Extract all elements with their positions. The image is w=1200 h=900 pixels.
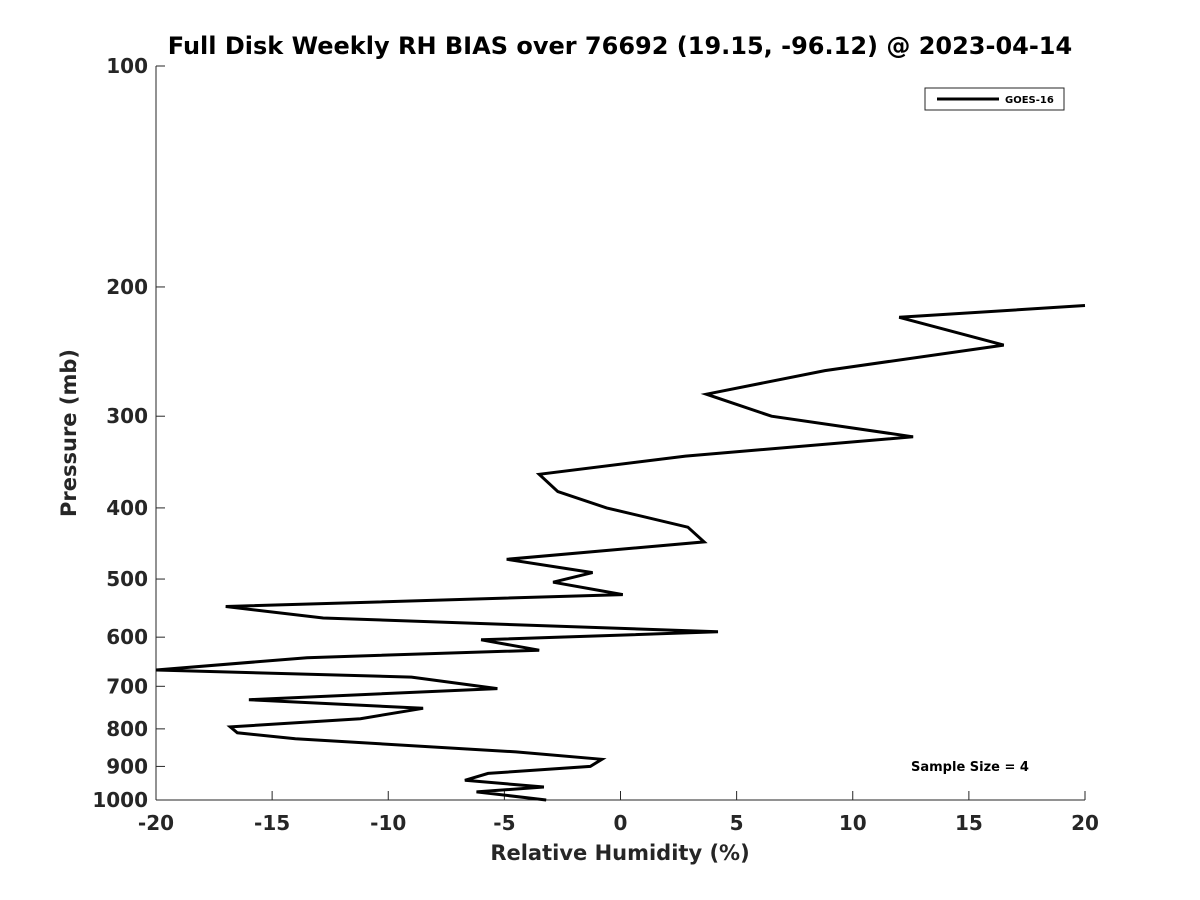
y-tick-label: 300 [106, 404, 148, 428]
series-line-goes-16 [155, 304, 1086, 802]
x-tick-label: 20 [1071, 811, 1099, 835]
y-tick-label: 800 [106, 717, 148, 741]
chart-title: Full Disk Weekly RH BIAS over 76692 (19.… [168, 32, 1072, 60]
x-tick-label: -10 [370, 811, 406, 835]
legend: GOES-16 [924, 87, 1065, 111]
y-tick-label: 700 [106, 674, 148, 698]
series-layer [155, 304, 1086, 802]
y-tick-label: 400 [106, 496, 148, 520]
x-axis-label: Relative Humidity (%) [490, 841, 749, 865]
legend-label-goes-16: GOES-16 [1005, 95, 1054, 106]
x-tick-label: -15 [254, 811, 290, 835]
y-tick-label: 500 [106, 567, 148, 591]
x-tick-label: 15 [955, 811, 983, 835]
y-tick-label: 1000 [92, 788, 148, 812]
y-axis-label: Pressure (mb) [57, 349, 81, 517]
y-tick-label: 200 [106, 275, 148, 299]
y-tick-label: 900 [106, 754, 148, 778]
x-tick-label: 0 [614, 811, 628, 835]
x-tick-label: 5 [730, 811, 744, 835]
y-tick-label: 100 [106, 54, 148, 78]
x-tick-label: -5 [493, 811, 515, 835]
y-axis-ticks: 100 200 300 400 500 600 700 800 900 1000 [92, 54, 165, 812]
x-axis-ticks: -20 -15 -10 -5 0 5 10 15 20 [138, 791, 1099, 835]
sample-size-annotation: Sample Size = 4 [911, 760, 1029, 775]
x-tick-label: 10 [839, 811, 867, 835]
y-tick-label: 600 [106, 625, 148, 649]
x-tick-label: -20 [138, 811, 174, 835]
plot-area [156, 66, 1085, 800]
